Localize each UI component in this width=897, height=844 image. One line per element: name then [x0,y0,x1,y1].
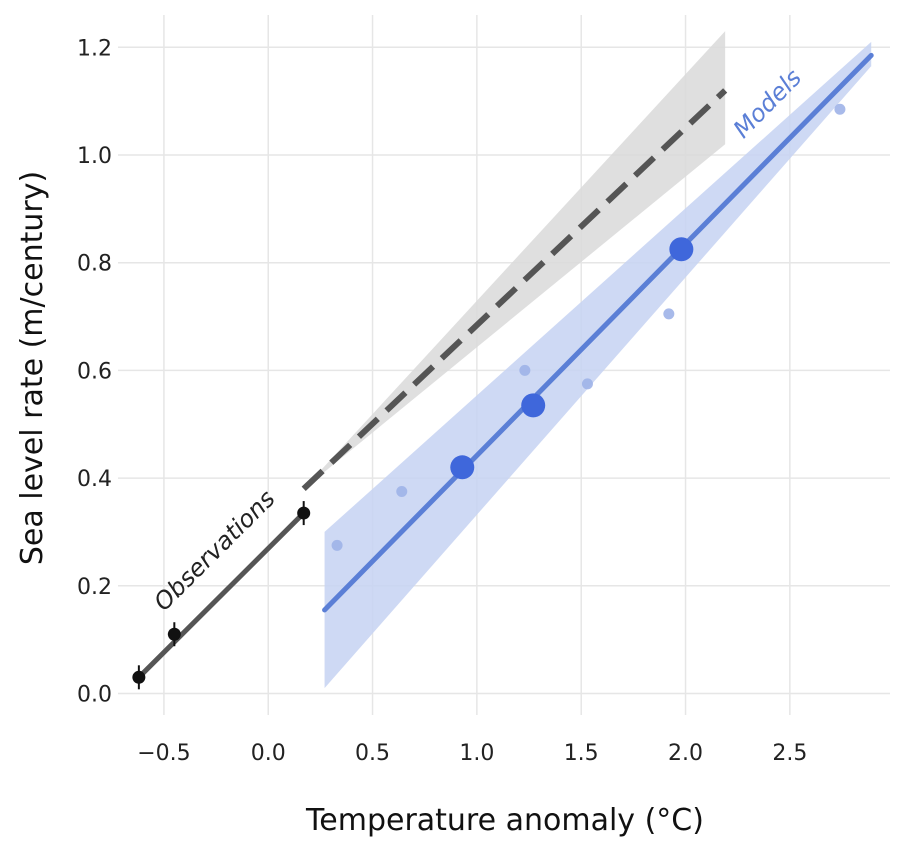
grid [118,15,890,715]
y-tick-label-0: 0.0 [77,682,112,707]
model-large-point-0 [450,455,475,480]
y-tick-label-1: 0.2 [77,575,112,600]
fit-lines [136,52,874,680]
x-tick-label-5: 2.0 [668,741,703,766]
observation-point-1 [167,627,181,641]
model-small-point-2 [519,364,531,376]
y-tick-labels: 0.0 0.2 0.4 0.6 0.8 1.0 1.2 [77,36,112,707]
model-small-point-4 [663,308,675,320]
x-tick-label-6: 2.5 [772,741,807,766]
model-large-point-1 [521,393,546,418]
model-small-point-3 [581,378,593,390]
observations-confidence-band [303,31,726,489]
y-tick-label-5: 1.0 [77,144,112,169]
y-tick-label-2: 0.4 [77,467,112,492]
model-small-point-1 [396,486,408,498]
model-small-point-5 [834,103,846,115]
y-tick-label-3: 0.6 [77,359,112,384]
y-tick-label-4: 0.8 [77,252,112,277]
model-large-point-2 [669,237,694,262]
observation-point-0 [132,670,146,684]
x-tick-label-2: 0.5 [355,741,390,766]
observations-annotation: Observations [149,485,281,617]
observation-point-2 [297,506,311,520]
x-tick-label-0: −0.5 [137,741,190,766]
models-fit-line [322,52,874,613]
y-tick-label-6: 1.2 [77,36,112,61]
data-points [132,103,846,690]
x-tick-label-3: 1.0 [459,741,494,766]
x-tick-label-1: 0.0 [251,741,286,766]
y-axis-label: Sea level rate (m/century) [15,171,50,565]
observations-fit-line [136,510,307,680]
model-small-point-0 [331,539,343,551]
x-tick-label-4: 1.5 [564,741,599,766]
models-confidence-band [324,41,872,689]
confidence-bands [303,31,872,689]
observations-projection-dashed-line [301,88,728,492]
x-tick-labels: −0.5 0.0 0.5 1.0 1.5 2.0 2.5 [137,741,807,766]
x-axis-label: Temperature anomaly (°C) [305,803,704,838]
